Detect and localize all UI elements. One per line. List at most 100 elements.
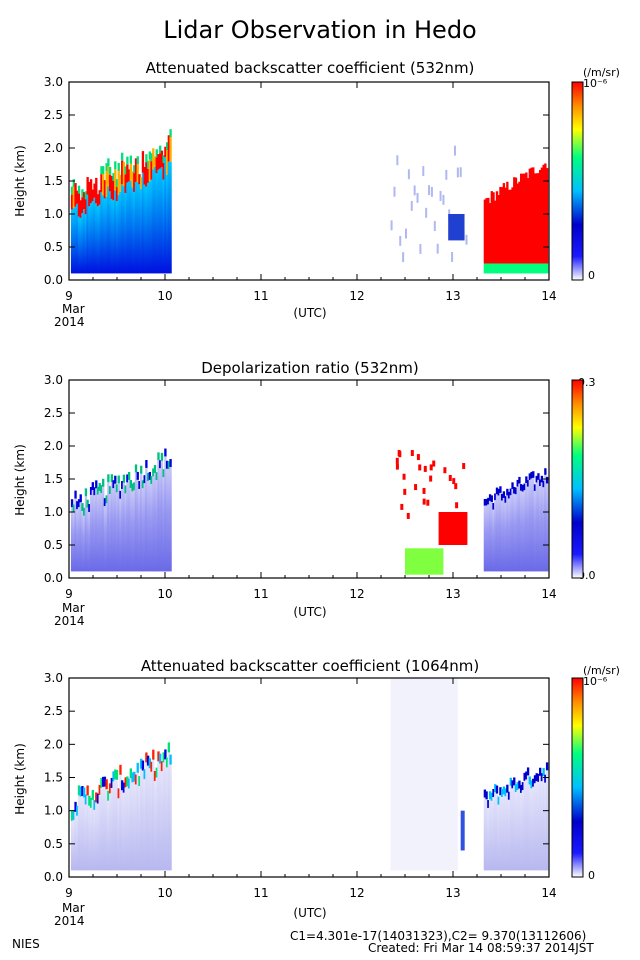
surface-layer [525,263,528,274]
aerosol-column [513,785,516,871]
aerosol-column [74,811,77,871]
cloud-cell [119,764,122,775]
aerosol-column [169,764,172,871]
cloud-edge [494,493,497,501]
depol-column [88,511,91,572]
aerosol-column [74,206,77,274]
cloud-cell [157,751,160,762]
cloud-edge [83,507,86,516]
depol-column [145,467,148,572]
surface-layer [513,263,516,274]
x-sub-label-month: Mar [62,601,85,615]
weak-signal [393,186,396,197]
aerosol-column [535,781,538,871]
high-depol-cell [454,483,458,490]
cloud-edge [84,488,88,497]
weak-signal [425,207,428,218]
cloud-edge [81,189,84,198]
y-tick-label: 2.0 [44,141,63,155]
colorbar-unit: (/m/sr) [583,66,620,79]
cloud-cell [521,782,525,791]
x-tick-label: 10 [157,587,172,601]
depol-column [532,477,535,572]
cloud-cell [84,794,88,805]
x-sub-label-month: Mar [62,901,85,915]
cloud-edge [160,452,164,461]
aerosol-column [114,190,117,274]
aerosol-column [127,788,131,871]
cloud-cell [117,170,120,196]
colorbar [571,379,584,579]
aerosol-column [76,815,79,871]
cloud-cell [537,773,540,782]
aerosol-column [107,186,110,274]
x-tick-label: 14 [541,289,556,303]
cloud-edge [516,479,519,487]
cloud-edge [91,482,94,491]
cloud-cell [145,162,148,187]
weak-signal [402,252,405,263]
cloud-cell [110,175,113,199]
aerosol-column [81,795,84,871]
aerosol-column [501,796,504,871]
depol-column [502,497,506,572]
cloud-cell [79,200,82,218]
cloud-cell [115,769,119,780]
aerosol-column [91,799,94,871]
cloud-edge [98,483,101,491]
cloud-edge [96,486,100,495]
colorbar [571,81,584,281]
depol-column [117,483,120,572]
aerosol-column [169,161,172,274]
cloud-cell [72,187,75,209]
cloud-cell [107,790,110,801]
aerosol-column [138,184,141,274]
cloud-cell [167,742,171,753]
y-tick-label: 1.5 [44,771,63,785]
x-tick-label: 12 [349,886,364,900]
cloud-cell [110,777,113,788]
depol-column [516,486,519,572]
x-axis-label: (UTC) [293,605,326,619]
aerosol-column [537,781,540,871]
high-depol-cell [422,487,426,494]
aerosol-column [105,789,108,871]
high-depol-cell [418,464,422,471]
aerosol-column [122,186,126,274]
cloud-edge [148,471,152,480]
depol-column [167,469,171,572]
surface-layer [492,263,495,274]
high-depol-cell [429,475,433,482]
cloud-cell [140,177,143,190]
aerosol-column [155,777,158,871]
aerosol-column [117,798,120,871]
depol-column [513,493,516,572]
depol-column [497,495,500,572]
aerosol-column [160,771,164,871]
cloud-cell [520,784,523,793]
cloud-cell [127,778,131,789]
aerosol-column [105,196,108,274]
aerosol-column [76,203,79,274]
cloud-cell [119,174,122,192]
x-tick-label: 10 [157,886,172,900]
surface-layer [533,263,537,274]
depol-column [544,474,547,572]
depol-column [119,498,122,572]
aerosol-column [159,168,162,274]
aerosol-column [96,803,100,871]
y-tick-label: 0.0 [44,870,63,884]
high-depol-cell [432,460,436,467]
cloud-cell [159,153,162,169]
panel-title: Depolarization ratio (532nm) [201,359,419,377]
cloud-edge [107,158,110,167]
cloud-cell [150,161,153,180]
aerosol-column [483,797,487,871]
cloud-edge [107,474,110,483]
surface-layer [483,263,487,274]
cloud-cell [502,786,506,795]
surface-layer [528,263,531,274]
aerosol-column [542,775,545,871]
aerosol-column [526,775,530,871]
cloud-cell [501,187,504,264]
